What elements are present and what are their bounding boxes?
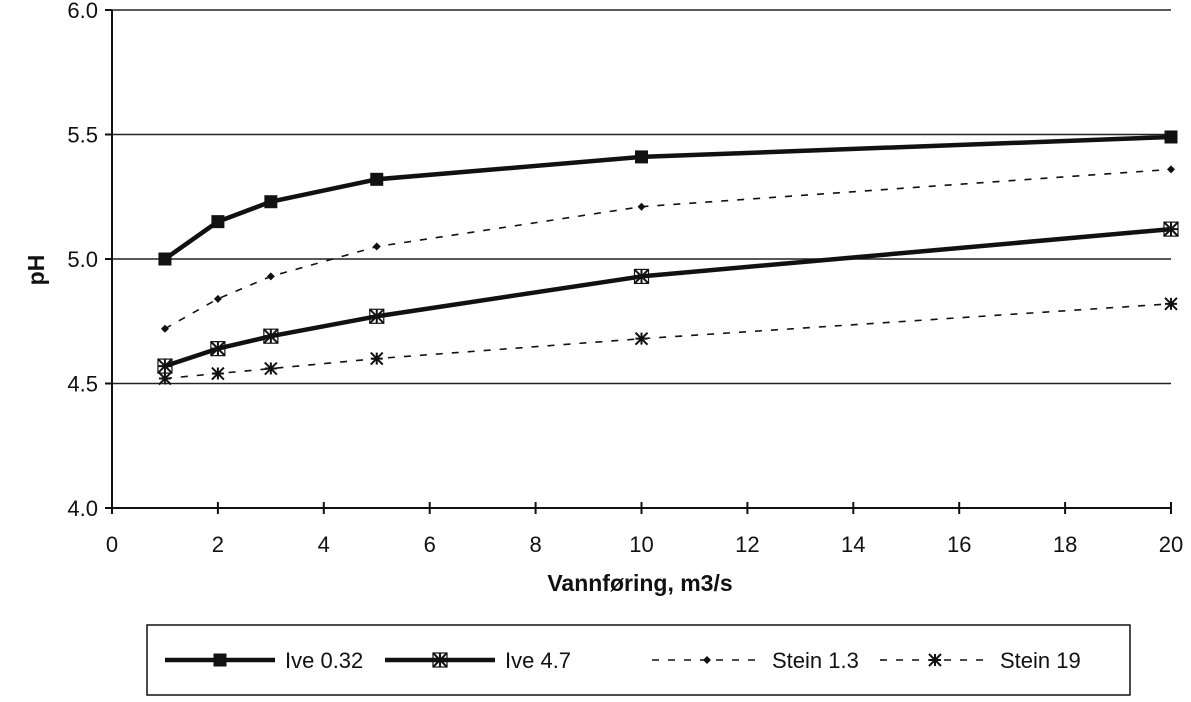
- data-point-ive-4-7-5-frame: [369, 308, 385, 324]
- data-point-ive-4-7-3: [263, 328, 279, 344]
- x-tick-label-0: 0: [106, 532, 118, 557]
- x-tick-label-6: 12: [735, 532, 759, 557]
- data-point-ive-4-7-1-frame: [157, 358, 173, 374]
- data-point-ive-4-7-1: [157, 358, 173, 374]
- data-point-ive-4-7-20: [1163, 221, 1179, 237]
- tick-labels: 4.0 4.5 5.0 5.5 6.0 0 2 4 6 8 10 12 14 16 18 20: [67, 0, 1183, 557]
- data-point-ive-4-7-3-frame: [263, 328, 279, 344]
- legend-item-stein-19: Stein 19: [880, 648, 1081, 673]
- series-ive-0-32: [158, 130, 1178, 266]
- x-tick-label-10: 20: [1159, 532, 1183, 557]
- legend-item-ive-0-32: Ive 0.32: [165, 648, 363, 673]
- legend-label-ive-0-32: Ive 0.32: [285, 648, 363, 673]
- x-tick-label-7: 14: [841, 532, 865, 557]
- legend-marker-ive-4-7-frame: [432, 652, 448, 668]
- legend-label-stein-1-3: Stein 1.3: [772, 648, 859, 673]
- data-point-ive-4-7-20-frame: [1163, 221, 1179, 237]
- data-point-stein-19-2: [211, 366, 225, 381]
- x-tick-label-8: 16: [947, 532, 971, 557]
- y-axis-title: pH: [23, 255, 49, 286]
- x-tick-label-3: 6: [424, 532, 436, 557]
- legend-items: Ive 0.32 Ive 4.7 Stein 1.3 Stein 19: [165, 648, 1081, 673]
- data-point-ive-0-32-1: [158, 252, 172, 266]
- data-point-ive-0-32-2: [211, 215, 225, 229]
- x-tick-label-5: 10: [629, 532, 653, 557]
- data-point-stein-1-3-20: [1167, 165, 1175, 174]
- data-point-ive-0-32-5: [370, 172, 384, 186]
- data-point-ive-4-7-10-frame: [633, 268, 650, 285]
- gridlines: [112, 9, 1171, 385]
- data-point-stein-1-3-2: [213, 294, 222, 303]
- x-tick-label-4: 8: [529, 532, 541, 557]
- data-point-ive-0-32-20: [1164, 130, 1178, 144]
- data-point-stein-19-5: [370, 351, 384, 366]
- legend-marker-stein-19: [928, 653, 942, 667]
- x-tick-label-9: 18: [1053, 532, 1077, 557]
- y-tick-label-0: 4.0: [67, 496, 98, 521]
- legend-marker-ive-4-7: [432, 652, 448, 668]
- data-point-stein-19-10: [634, 331, 649, 346]
- x-axis-title: Vannføring, m3/s: [547, 570, 732, 596]
- data-point-stein-1-3-5: [372, 242, 381, 251]
- legend-label-ive-4-7: Ive 4.7: [505, 648, 571, 673]
- y-tick-label-3: 5.5: [67, 123, 98, 148]
- series-line-stein-1-3: [164, 168, 1172, 330]
- data-point-ive-4-7-10: [633, 268, 650, 285]
- data-point-stein-19-1: [158, 371, 172, 386]
- axes: [105, 9, 1172, 514]
- data-point-stein-1-3-3: [266, 272, 275, 281]
- legend-label-stein-19: Stein 19: [1000, 648, 1081, 673]
- data-point-stein-19-20: [1164, 297, 1178, 311]
- data-point-stein-1-3-10: [637, 202, 646, 211]
- y-tick-label-4: 6.0: [67, 0, 98, 23]
- data-point-ive-0-32-3: [264, 195, 278, 209]
- data-point-stein-19-3: [264, 361, 278, 376]
- series-stein-19: [158, 297, 1178, 386]
- y-tick-label-1: 4.5: [67, 372, 98, 397]
- legend-marker-ive-0-32: [213, 653, 227, 667]
- series-line-stein-19: [164, 303, 1172, 380]
- data-point-ive-4-7-2: [210, 340, 226, 357]
- legend-item-stein-1-3: Stein 1.3: [652, 648, 859, 673]
- data-point-stein-1-3-1: [160, 324, 169, 333]
- data-point-ive-0-32-10: [635, 150, 648, 164]
- legend-marker-stein-1-3: [703, 656, 711, 664]
- x-tick-label-1: 2: [212, 532, 224, 557]
- x-tick-label-2: 4: [318, 532, 330, 557]
- series-line-ive-4-7: [164, 226, 1172, 369]
- legend-item-ive-4-7: Ive 4.7: [385, 648, 571, 673]
- series-stein-1-3: [160, 165, 1175, 333]
- series-lines: [157, 130, 1179, 386]
- data-point-ive-4-7-2-frame: [210, 341, 226, 357]
- series-ive-4-7: [157, 221, 1179, 374]
- data-point-ive-4-7-5: [369, 308, 385, 324]
- legend: Ive 0.32 Ive 4.7 Stein 1.3 Stein 19: [146, 624, 1131, 696]
- y-tick-label-2: 5.0: [67, 247, 98, 272]
- series-line-ive-0-32: [163, 134, 1172, 261]
